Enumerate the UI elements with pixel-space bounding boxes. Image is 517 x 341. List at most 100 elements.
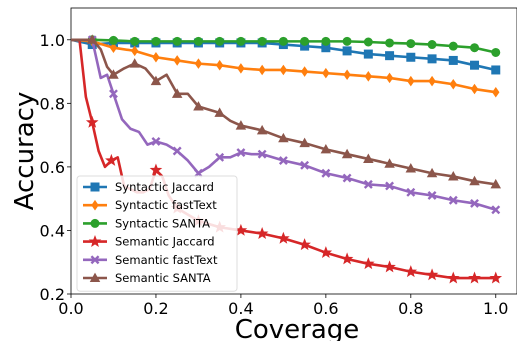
data-point-syntactic-jaccard	[470, 60, 480, 70]
data-point-syntactic-santa	[406, 39, 416, 49]
series-syntactic-santa	[71, 35, 501, 57]
data-point-syntactic-fasttext	[385, 72, 394, 84]
data-point-syntactic-santa	[491, 47, 501, 57]
data-point-semantic-jaccard	[383, 260, 396, 273]
data-point-semantic-santa	[363, 153, 374, 163]
data-point-syntactic-santa	[470, 43, 480, 53]
y-tick-label: 0.8	[40, 94, 65, 113]
data-point-semantic-santa	[150, 75, 162, 86]
legend: Syntactic Jaccard Syntactic fastText Synta…	[76, 175, 238, 292]
data-point-semantic-santa	[341, 148, 353, 159]
plot-area	[70, 7, 517, 295]
data-point-semantic-jaccard	[298, 238, 311, 251]
x-tick-label: 0.6	[313, 299, 338, 318]
data-point-semantic-fasttext	[406, 187, 416, 197]
data-point-semantic-santa	[490, 178, 502, 189]
data-point-syntactic-fasttext	[237, 63, 245, 74]
data-point-semantic-fasttext	[321, 168, 331, 178]
series-line-semantic-santa	[71, 38, 496, 186]
data-point-semantic-fasttext	[109, 89, 118, 99]
data-point-semantic-santa	[108, 69, 119, 79]
data-point-syntactic-jaccard	[342, 46, 352, 56]
x-tick-label: 0.0	[58, 299, 83, 318]
data-point-semantic-fasttext	[278, 156, 288, 165]
y-tick-label: 1.0	[40, 31, 65, 50]
legend-marker	[90, 255, 100, 265]
data-point-syntactic-santa	[278, 36, 288, 46]
data-point-semantic-santa	[256, 124, 268, 135]
data-point-syntactic-santa	[193, 36, 203, 46]
data-point-semantic-jaccard	[105, 153, 118, 166]
data-point-semantic-santa	[86, 34, 98, 44]
data-point-syntactic-fasttext	[322, 67, 330, 79]
data-point-semantic-fasttext	[491, 205, 501, 215]
data-point-semantic-fasttext	[172, 146, 182, 156]
legend-item-syntactic-fasttext: Syntactic fastText	[83, 198, 217, 212]
data-point-semantic-jaccard	[425, 268, 439, 281]
legend-label: Syntactic fastText	[115, 198, 217, 212]
data-point-syntactic-santa	[108, 35, 118, 45]
data-point-semantic-santa	[278, 132, 289, 143]
data-point-semantic-fasttext	[470, 198, 479, 208]
data-point-syntactic-fasttext	[215, 59, 224, 71]
data-point-semantic-santa	[299, 137, 310, 148]
y-axis-label: Accuracy	[10, 92, 40, 211]
x-tick-label: 0.4	[228, 299, 253, 318]
legend-marker	[90, 218, 100, 228]
data-point-syntactic-santa	[427, 40, 437, 50]
data-point-semantic-fasttext	[236, 148, 246, 158]
data-point-syntactic-fasttext	[407, 75, 415, 87]
plot-frame	[70, 7, 517, 295]
data-point-syntactic-jaccard	[427, 54, 437, 64]
data-point-syntactic-fasttext	[152, 51, 160, 63]
data-point-syntactic-fasttext	[364, 71, 373, 82]
data-point-semantic-santa	[448, 170, 459, 181]
data-point-semantic-santa	[214, 107, 225, 117]
data-point-semantic-fasttext	[448, 195, 458, 205]
data-point-syntactic-santa	[321, 36, 331, 46]
legend-label: Syntactic SANTA	[115, 216, 210, 230]
data-point-syntactic-fasttext	[258, 64, 266, 76]
data-point-semantic-santa	[129, 58, 140, 68]
data-point-syntactic-jaccard	[406, 52, 416, 62]
data-point-semantic-santa	[171, 88, 183, 98]
data-point-syntactic-fasttext	[470, 83, 479, 95]
data-point-syntactic-jaccard	[363, 49, 373, 59]
data-point-syntactic-santa	[257, 36, 267, 46]
data-point-syntactic-santa	[300, 36, 310, 46]
legend-marker	[91, 199, 99, 211]
data-point-syntactic-santa	[172, 36, 182, 46]
data-point-semantic-jaccard	[446, 271, 460, 284]
legend-marker	[90, 182, 100, 192]
data-point-semantic-jaccard	[255, 227, 269, 239]
y-tick-label: 0.4	[40, 221, 65, 240]
data-point-syntactic-santa	[130, 36, 140, 46]
data-point-syntactic-jaccard	[385, 51, 395, 61]
data-point-syntactic-santa	[385, 38, 395, 48]
data-point-syntactic-fasttext	[131, 45, 139, 57]
data-point-semantic-santa	[426, 167, 438, 178]
data-point-syntactic-fasttext	[300, 66, 309, 77]
legend-label: Syntactic Jaccard	[115, 180, 214, 194]
data-point-syntactic-santa	[151, 36, 161, 46]
legend-item-syntactic-jaccard: Syntactic Jaccard	[83, 180, 214, 194]
legend-marker	[88, 234, 102, 247]
legend-label: Semantic SANTA	[115, 271, 211, 285]
data-point-syntactic-santa	[215, 36, 225, 46]
data-point-semantic-jaccard	[149, 163, 163, 176]
legend-item-syntactic-santa: Syntactic SANTA	[83, 216, 210, 230]
legend-label: Semantic fastText	[115, 253, 218, 267]
data-point-syntactic-fasttext	[428, 75, 436, 87]
data-point-semantic-jaccard	[319, 246, 333, 259]
data-point-semantic-santa	[193, 101, 204, 111]
legend-item-semantic-fasttext: Semantic fastText	[83, 253, 218, 267]
data-point-semantic-fasttext	[300, 160, 310, 170]
data-point-semantic-santa	[320, 143, 332, 154]
data-point-semantic-jaccard	[489, 271, 503, 284]
y-tick-label: 0.6	[40, 158, 65, 177]
legend-label: Semantic Jaccard	[115, 235, 215, 249]
legend-item-semantic-santa: Semantic SANTA	[83, 271, 211, 285]
data-point-syntactic-fasttext	[279, 64, 288, 76]
data-point-semantic-jaccard	[85, 115, 99, 128]
